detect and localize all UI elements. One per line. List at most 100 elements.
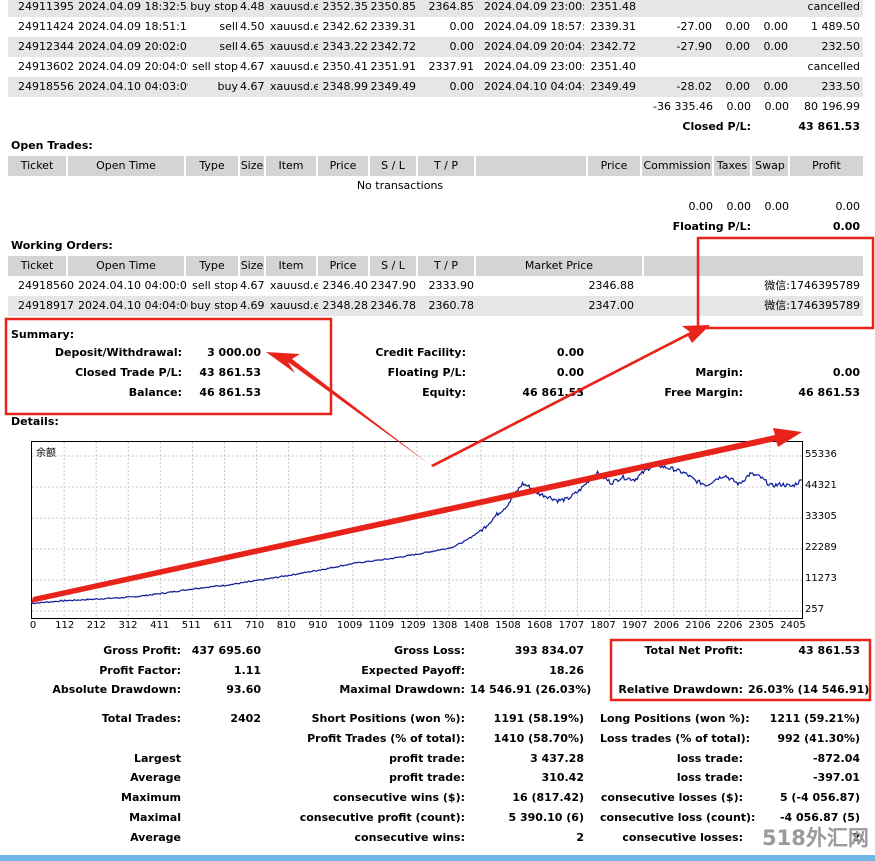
working-cell-ticket: 24918560 bbox=[18, 279, 74, 292]
history-cell-close-price: 2351.40 bbox=[590, 60, 637, 73]
open-total-taxes: 0.00 bbox=[726, 200, 752, 213]
stat-maximum-label: Maximum bbox=[121, 791, 181, 804]
stat-total-trades-label: Total Trades: bbox=[101, 712, 181, 725]
history-row: 24911395 2024.04.09 18:32:55 buy stop 4.48 x… bbox=[8, 0, 863, 17]
margin-value: 0.00 bbox=[832, 366, 860, 379]
x-tick-label: 1707 bbox=[558, 620, 585, 631]
stat-largest-profit-label: profit trade: bbox=[389, 752, 465, 765]
col-price2: Price bbox=[588, 156, 640, 176]
stat-maximal-label: Maximal bbox=[129, 811, 181, 824]
history-cell-swap: 0.00 bbox=[763, 20, 789, 33]
x-tick-label: 1508 bbox=[495, 620, 521, 631]
col-blank bbox=[476, 156, 586, 176]
history-cell-close-price: 2342.72 bbox=[590, 40, 637, 53]
working-cell-price: 2346.40 bbox=[322, 279, 369, 292]
history-cell-sl: 2349.49 bbox=[370, 80, 417, 93]
history-cell-price: 2350.41 bbox=[322, 60, 369, 73]
working-cell-comment: 微信:1746395789 bbox=[764, 279, 860, 292]
working-cell-sl: 2346.78 bbox=[370, 299, 417, 312]
x-tick-label: 2006 bbox=[653, 620, 680, 631]
history-cell-open-time: 2024.04.09 18:32:55 bbox=[78, 0, 188, 13]
stat-maximal-cons-profit-value: 5 390.10 (6) bbox=[508, 811, 584, 824]
margin-label: Margin: bbox=[695, 366, 743, 379]
floating-label: Floating P/L: bbox=[387, 366, 466, 379]
summary-title: Summary: bbox=[11, 328, 75, 341]
history-cell-close-time: 2024.04.09 20:04:07 bbox=[484, 40, 584, 53]
col-taxes: Taxes bbox=[714, 156, 750, 176]
history-cell-close-time: 2024.04.09 18:57:04 bbox=[484, 20, 584, 33]
history-cell-ticket: 24911395 bbox=[18, 0, 74, 13]
history-cell-type: sell stop bbox=[192, 60, 238, 73]
closed-pl-row: Closed P/L: 43 861.53 bbox=[8, 117, 863, 137]
arrow-to-summary bbox=[266, 352, 436, 469]
working-cell-comment: 微信:1746395789 bbox=[764, 299, 860, 312]
history-cell-ticket: 24913602 bbox=[18, 60, 74, 73]
stat-profit-factor-label: Profit Factor: bbox=[99, 664, 181, 677]
col-open-time: Open Time bbox=[68, 156, 184, 176]
x-tick-label: 2405 bbox=[780, 620, 806, 631]
stat-average-profit-label: profit trade: bbox=[389, 771, 465, 784]
history-cell-item: xauusd.e bbox=[270, 20, 318, 33]
x-tick-label: 1009 bbox=[336, 620, 363, 631]
x-tick-label: 710 bbox=[245, 620, 265, 631]
col-ticket: Ticket bbox=[8, 156, 66, 176]
history-cell-price: 2352.35 bbox=[322, 0, 369, 13]
x-tick-label: 1907 bbox=[621, 620, 648, 631]
x-tick-label: 1807 bbox=[590, 620, 616, 631]
closed-trade-value: 43 861.53 bbox=[199, 366, 261, 379]
col-item: Item bbox=[266, 156, 316, 176]
history-total-commission: -36 335.46 bbox=[653, 100, 713, 113]
stat-average-profit-value: 310.42 bbox=[541, 771, 584, 784]
history-total-swap: 0.00 bbox=[764, 100, 790, 113]
history-cell-tp: 0.00 bbox=[449, 20, 475, 33]
history-cell-sl: 2351.91 bbox=[370, 60, 417, 73]
y-tick-label: 44321 bbox=[805, 479, 837, 491]
stat-max-drawdown-label: Maximal Drawdown: bbox=[339, 683, 465, 696]
comment-highlight-box bbox=[696, 236, 875, 330]
history-cell-size: 4.48 bbox=[240, 0, 264, 13]
balance-label: Balance: bbox=[128, 386, 182, 399]
y-tick-label: 55336 bbox=[805, 449, 837, 460]
net-profit-highlight-box bbox=[609, 638, 872, 702]
col-open-time: Open Time bbox=[68, 256, 184, 276]
history-cell-close-time: 2024.04.09 23:00:02 bbox=[484, 60, 584, 73]
x-tick-label: 1109 bbox=[368, 620, 395, 631]
working-cell-sl: 2347.90 bbox=[370, 279, 417, 292]
working-cell-item: xauusd.e bbox=[270, 299, 318, 312]
col-price: Price bbox=[318, 156, 368, 176]
stat-maximal-cons-loss-value: -4 056.87 (5) bbox=[779, 811, 860, 824]
closed-pl-value: 43 861.53 bbox=[798, 120, 860, 133]
col-item: Item bbox=[266, 256, 316, 276]
history-cell-ticket: 24911424 bbox=[18, 20, 74, 33]
stat-largest-loss-value: -872.04 bbox=[812, 752, 860, 765]
x-tick-label: 611 bbox=[213, 620, 233, 631]
balance-line bbox=[32, 461, 802, 605]
col-commission: Commission bbox=[642, 156, 712, 176]
y-tick-label: 11273 bbox=[805, 572, 837, 584]
history-cell-item: xauusd.e bbox=[270, 60, 318, 73]
stat-gross-profit-label: Gross Profit: bbox=[103, 644, 181, 657]
bottom-scroll-bar bbox=[0, 855, 875, 861]
history-cell-open-time: 2024.04.09 20:02:01 bbox=[78, 40, 188, 53]
x-tick-label: 1209 bbox=[400, 620, 426, 631]
y-tick-label: 257 bbox=[805, 604, 825, 615]
x-tick-label: 810 bbox=[276, 620, 296, 631]
stat-gross-loss-label: Gross Loss: bbox=[394, 644, 465, 657]
x-tick-label: 1608 bbox=[526, 620, 553, 631]
open-total-commission: 0.00 bbox=[688, 200, 714, 213]
stat-total-trades-value: 2402 bbox=[230, 712, 261, 725]
col-tp: T / P bbox=[418, 156, 474, 176]
col-size: Size bbox=[240, 156, 264, 176]
stat-rel-drawdown-value: 26.03% (14 546.91) bbox=[748, 683, 870, 696]
stat-short-pos-label: Short Positions (won %): bbox=[311, 712, 465, 725]
stat-max-cons-losses-value: 5 (-4 056.87) bbox=[779, 791, 860, 804]
equity-label: Equity: bbox=[422, 386, 466, 399]
working-order-row: 24918917 2024.04.10 04:04:06 buy stop 4.69 x… bbox=[8, 296, 863, 316]
x-tick-label: 1308 bbox=[431, 620, 458, 631]
history-cell-profit: 232.50 bbox=[821, 40, 861, 53]
history-cell-close-price: 2339.31 bbox=[590, 20, 637, 33]
open-trades-title: Open Trades: bbox=[11, 139, 93, 152]
stat-profit-factor-value: 1.11 bbox=[233, 664, 261, 677]
x-tick-label: 0 bbox=[29, 620, 37, 631]
stat-long-pos-label: Long Positions (won %): bbox=[600, 712, 750, 725]
